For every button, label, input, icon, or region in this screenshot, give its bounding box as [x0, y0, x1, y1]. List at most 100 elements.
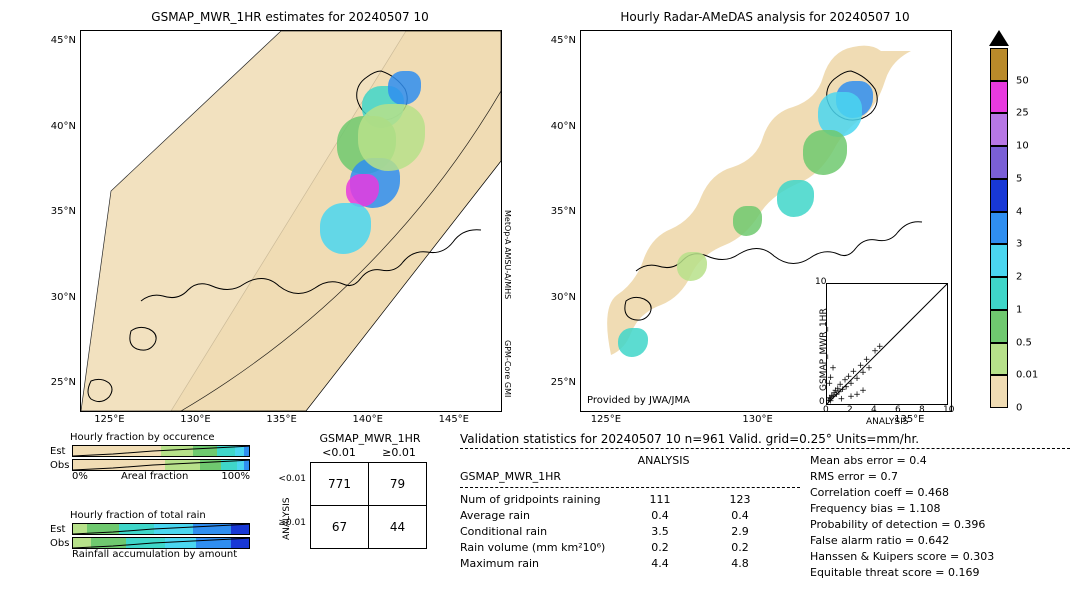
cbar-label-2: 0.5 — [1016, 337, 1032, 348]
xtL-0: 125°E — [89, 414, 129, 425]
ct-col-header: GSMAP_MWR_1HR — [310, 432, 430, 445]
cbar-seg-1 — [990, 343, 1008, 376]
val-right-row-6: Hanssen & Kuipers score = 0.303 — [810, 549, 1070, 565]
cbar-seg-2 — [990, 310, 1008, 343]
val-right-row-7: Equitable threat score = 0.169 — [810, 565, 1070, 581]
cbar-seg-10 — [990, 48, 1008, 81]
hfoEst-overlay-line — [73, 446, 249, 456]
map-right-frame: ++++++++++++++++++++++++++++++++ 10 0 AN… — [580, 30, 952, 412]
precipL-blob-5 — [320, 203, 370, 253]
cbar-seg-0 — [990, 375, 1008, 408]
cbar-seg-9 — [990, 81, 1008, 114]
precipL-blob-1 — [388, 71, 422, 105]
cbar-label-9: 25 — [1016, 108, 1029, 119]
ytR-2: 35°N — [540, 206, 576, 217]
val-left-label-3: Rain volume (mm km²10⁶) — [460, 540, 620, 556]
cbar-seg-3 — [990, 277, 1008, 310]
val-right-val-4: 0.396 — [954, 518, 986, 531]
val-right-label-2: Correlation coeff = — [810, 486, 914, 499]
val-right-label-4: Probability of detection = — [810, 518, 950, 531]
val-left-v1-0: 123 — [700, 492, 780, 508]
precipR-blob-2 — [803, 130, 847, 174]
val-right-val-0: 0.4 — [909, 454, 927, 467]
scatter-pt-23: + — [876, 342, 884, 352]
hft-label-obs: Obs — [50, 538, 72, 549]
precipR-blob-4 — [733, 206, 763, 236]
scatter-pt-27: + — [827, 396, 834, 404]
val-right-block: Mean abs error = 0.4RMS error = 0.7Corre… — [810, 453, 1070, 581]
contingency-panel: GSMAP_MWR_1HR <0.01 ≥0.01 ANALYSIS <0.01… — [280, 432, 440, 582]
scatter-ylabel: GSMAP_MWR_1HR — [819, 308, 829, 391]
val-col-headers: ANALYSIS GSMAP_MWR_1HR — [460, 453, 800, 485]
xtL-1: 130°E — [176, 414, 216, 425]
val-left-block: ANALYSIS GSMAP_MWR_1HR Num of gridpoints… — [460, 453, 800, 581]
val-right-label-7: Equitable threat score = — [810, 566, 944, 579]
scatter-xtick-0: 0 — [823, 405, 829, 415]
val-left-v1-3: 0.2 — [700, 540, 780, 556]
scatter-xtick-2: 4 — [871, 405, 877, 415]
hft-bar-est — [72, 523, 250, 535]
val-right-val-5: 0.642 — [918, 534, 950, 547]
val-left-v0-3: 0.2 — [620, 540, 700, 556]
scatter-pt-28: + — [838, 395, 846, 404]
val-left-v1-4: 4.8 — [700, 556, 780, 572]
xtL-2: 135°E — [262, 414, 302, 425]
cbar-arrow-top-icon — [989, 30, 1009, 46]
val-left-v0-1: 0.4 — [620, 508, 700, 524]
val-right-val-2: 0.468 — [918, 486, 950, 499]
sat-label-2: GPM-Core GMI — [503, 340, 512, 397]
cbar-label-4: 2 — [1016, 272, 1022, 283]
val-left-row-2: Conditional rain3.52.9 — [460, 524, 800, 540]
map-right-title: Hourly Radar-AMeDAS analysis for 2024050… — [580, 10, 950, 24]
validation-panel: Validation statistics for 20240507 10 n=… — [460, 432, 1070, 581]
val-colhdr-1: GSMAP_MWR_1HR — [460, 469, 560, 485]
ct-cell-11: 44 — [369, 506, 427, 549]
hft-title: Hourly fraction of total rain — [70, 510, 250, 521]
xtR-2: 135°E — [889, 414, 929, 425]
val-left-v0-2: 3.5 — [620, 524, 700, 540]
scatter-svg: ++++++++++++++++++++++++++++++++ — [827, 284, 947, 404]
cbar-seg-5 — [990, 212, 1008, 245]
val-right-val-6: 0.303 — [963, 550, 995, 563]
val-right-val-3: 1.108 — [909, 502, 941, 515]
scatter-inset-frame: ++++++++++++++++++++++++++++++++ — [826, 283, 948, 405]
val-right-row-1: RMS error = 0.7 — [810, 469, 1070, 485]
val-right-row-5: False alarm ratio = 0.642 — [810, 533, 1070, 549]
cbar-seg-8 — [990, 113, 1008, 146]
ct-col-sub-1: ≥0.01 — [370, 446, 428, 459]
val-right-row-2: Correlation coeff = 0.468 — [810, 485, 1070, 501]
map-left-precip — [81, 31, 501, 411]
cbar-label-7: 5 — [1016, 173, 1022, 184]
xtR-0: 125°E — [586, 414, 626, 425]
ct-row-sub-1: ≥0.01 — [262, 518, 306, 528]
val-left-v1-2: 2.9 — [700, 524, 780, 540]
cbar-label-8: 10 — [1016, 141, 1029, 152]
val-right-label-3: Frequency bias = — [810, 502, 906, 515]
val-left-v1-1: 0.4 — [700, 508, 780, 524]
val-dash-top — [460, 448, 1070, 449]
val-right-row-0: Mean abs error = 0.4 — [810, 453, 1070, 469]
val-title: Validation statistics for 20240507 10 n=… — [460, 432, 1070, 446]
val-right-label-5: False alarm ratio = — [810, 534, 914, 547]
xtR-1: 130°E — [738, 414, 778, 425]
precipR-blob-5 — [677, 252, 707, 282]
ytL-4: 45°N — [40, 35, 76, 46]
cbar-label-10: 50 — [1016, 75, 1029, 86]
hfo-label-est: Est — [50, 446, 72, 457]
val-right-row-4: Probability of detection = 0.396 — [810, 517, 1070, 533]
hfo-0pct: 0% — [72, 471, 88, 482]
hfo-title: Hourly fraction by occurence — [70, 432, 250, 443]
scatter-pt-21: + — [865, 363, 873, 373]
ct-cell-10: 67 — [311, 506, 369, 549]
val-left-v0-0: 111 — [620, 492, 700, 508]
colorbar: 00.010.512345102550 — [990, 30, 1050, 410]
contingency-table: 771 79 67 44 — [310, 462, 427, 549]
scatter-pt-26: + — [829, 363, 837, 373]
hourly-frac-occurrence: Hourly fraction by occurence Est Obs 0% … — [50, 432, 250, 482]
cbar-seg-7 — [990, 146, 1008, 179]
map-left-title: GSMAP_MWR_1HR estimates for 20240507 10 — [80, 10, 500, 24]
ct-row-sub-0: <0.01 — [262, 474, 306, 484]
val-right-label-6: Hanssen & Kuipers score = — [810, 550, 959, 563]
val-right-label-1: RMS error = — [810, 470, 877, 483]
ytR-1: 30°N — [540, 292, 576, 303]
